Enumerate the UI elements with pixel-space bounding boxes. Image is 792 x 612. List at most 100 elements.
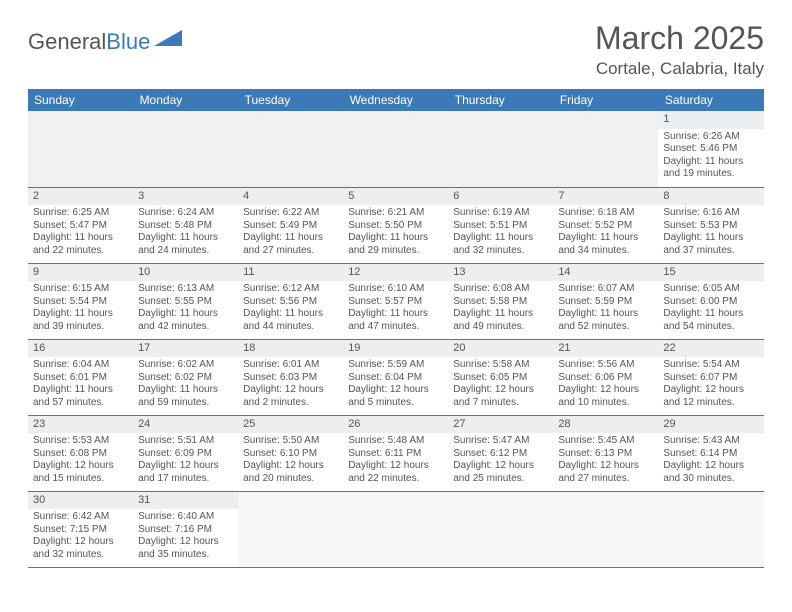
sunset-text: Sunset: 5:52 PM (558, 220, 653, 233)
day-header: Sunday (28, 89, 133, 111)
day-number: 27 (448, 416, 553, 434)
daylight-text: Daylight: 11 hours and 39 minutes. (33, 308, 128, 333)
sunrise-text: Sunrise: 6:05 AM (663, 283, 758, 296)
calendar-cell: 5Sunrise: 6:21 AMSunset: 5:50 PMDaylight… (343, 187, 448, 263)
daylight-text: Daylight: 12 hours and 27 minutes. (558, 460, 653, 485)
calendar-cell (343, 491, 448, 567)
day-header: Thursday (448, 89, 553, 111)
day-number: 11 (238, 264, 343, 282)
daylight-text: Daylight: 12 hours and 25 minutes. (453, 460, 548, 485)
sunset-text: Sunset: 5:49 PM (243, 220, 338, 233)
day-number: 5 (343, 188, 448, 206)
sunset-text: Sunset: 5:54 PM (33, 296, 128, 309)
calendar-week-row: 23Sunrise: 5:53 AMSunset: 6:08 PMDayligh… (28, 415, 764, 491)
daylight-text: Daylight: 11 hours and 22 minutes. (33, 232, 128, 257)
daylight-text: Daylight: 11 hours and 27 minutes. (243, 232, 338, 257)
calendar-cell (238, 491, 343, 567)
calendar-cell: 4Sunrise: 6:22 AMSunset: 5:49 PMDaylight… (238, 187, 343, 263)
day-number: 15 (658, 264, 763, 282)
calendar-cell: 26Sunrise: 5:48 AMSunset: 6:11 PMDayligh… (343, 415, 448, 491)
calendar-week-row: 2Sunrise: 6:25 AMSunset: 5:47 PMDaylight… (28, 187, 764, 263)
day-number: 14 (553, 264, 658, 282)
calendar-cell: 25Sunrise: 5:50 AMSunset: 6:10 PMDayligh… (238, 415, 343, 491)
sunset-text: Sunset: 6:07 PM (663, 372, 758, 385)
calendar-body: 1Sunrise: 6:26 AMSunset: 5:46 PMDaylight… (28, 111, 764, 567)
day-header: Wednesday (343, 89, 448, 111)
daylight-text: Daylight: 11 hours and 24 minutes. (138, 232, 233, 257)
day-number: 18 (238, 340, 343, 358)
sunrise-text: Sunrise: 5:50 AM (243, 435, 338, 448)
daylight-text: Daylight: 11 hours and 54 minutes. (663, 308, 758, 333)
calendar-cell (343, 111, 448, 187)
sunrise-text: Sunrise: 5:53 AM (33, 435, 128, 448)
sunset-text: Sunset: 5:57 PM (348, 296, 443, 309)
daylight-text: Daylight: 11 hours and 19 minutes. (663, 156, 758, 181)
daylight-text: Daylight: 11 hours and 34 minutes. (558, 232, 653, 257)
sunrise-text: Sunrise: 6:01 AM (243, 359, 338, 372)
sunset-text: Sunset: 6:02 PM (138, 372, 233, 385)
sunrise-text: Sunrise: 6:22 AM (243, 207, 338, 220)
daylight-text: Daylight: 11 hours and 42 minutes. (138, 308, 233, 333)
day-number: 6 (448, 188, 553, 206)
sunset-text: Sunset: 6:00 PM (663, 296, 758, 309)
calendar-cell: 18Sunrise: 6:01 AMSunset: 6:03 PMDayligh… (238, 339, 343, 415)
day-number: 3 (133, 188, 238, 206)
calendar-header-row: SundayMondayTuesdayWednesdayThursdayFrid… (28, 89, 764, 111)
calendar-cell: 31Sunrise: 6:40 AMSunset: 7:16 PMDayligh… (133, 491, 238, 567)
sunrise-text: Sunrise: 6:21 AM (348, 207, 443, 220)
calendar-cell: 1Sunrise: 6:26 AMSunset: 5:46 PMDaylight… (658, 111, 763, 187)
sunset-text: Sunset: 5:46 PM (663, 143, 758, 156)
sunrise-text: Sunrise: 6:13 AM (138, 283, 233, 296)
daylight-text: Daylight: 12 hours and 5 minutes. (348, 384, 443, 409)
sunrise-text: Sunrise: 6:08 AM (453, 283, 548, 296)
sunset-text: Sunset: 6:08 PM (33, 448, 128, 461)
sunrise-text: Sunrise: 6:07 AM (558, 283, 653, 296)
daylight-text: Daylight: 12 hours and 2 minutes. (243, 384, 338, 409)
title-block: March 2025 Cortale, Calabria, Italy (595, 20, 764, 79)
day-number: 28 (553, 416, 658, 434)
day-number: 21 (553, 340, 658, 358)
calendar-cell: 27Sunrise: 5:47 AMSunset: 6:12 PMDayligh… (448, 415, 553, 491)
day-number: 29 (658, 416, 763, 434)
daylight-text: Daylight: 12 hours and 20 minutes. (243, 460, 338, 485)
calendar-cell: 19Sunrise: 5:59 AMSunset: 6:04 PMDayligh… (343, 339, 448, 415)
calendar-cell (553, 111, 658, 187)
sunset-text: Sunset: 6:01 PM (33, 372, 128, 385)
calendar-cell: 15Sunrise: 6:05 AMSunset: 6:00 PMDayligh… (658, 263, 763, 339)
daylight-text: Daylight: 11 hours and 52 minutes. (558, 308, 653, 333)
sunset-text: Sunset: 5:51 PM (453, 220, 548, 233)
sunrise-text: Sunrise: 6:10 AM (348, 283, 443, 296)
daylight-text: Daylight: 12 hours and 22 minutes. (348, 460, 443, 485)
page-title: March 2025 (595, 20, 764, 57)
sunrise-text: Sunrise: 6:02 AM (138, 359, 233, 372)
day-number: 25 (238, 416, 343, 434)
day-number: 10 (133, 264, 238, 282)
daylight-text: Daylight: 11 hours and 57 minutes. (33, 384, 128, 409)
calendar-cell: 12Sunrise: 6:10 AMSunset: 5:57 PMDayligh… (343, 263, 448, 339)
day-number: 20 (448, 340, 553, 358)
calendar-cell: 11Sunrise: 6:12 AMSunset: 5:56 PMDayligh… (238, 263, 343, 339)
calendar-cell: 13Sunrise: 6:08 AMSunset: 5:58 PMDayligh… (448, 263, 553, 339)
logo-triangle-icon (154, 28, 182, 46)
sunrise-text: Sunrise: 6:24 AM (138, 207, 233, 220)
daylight-text: Daylight: 11 hours and 59 minutes. (138, 384, 233, 409)
daylight-text: Daylight: 11 hours and 47 minutes. (348, 308, 443, 333)
calendar-week-row: 1Sunrise: 6:26 AMSunset: 5:46 PMDaylight… (28, 111, 764, 187)
calendar-cell: 6Sunrise: 6:19 AMSunset: 5:51 PMDaylight… (448, 187, 553, 263)
calendar-cell: 14Sunrise: 6:07 AMSunset: 5:59 PMDayligh… (553, 263, 658, 339)
sunrise-text: Sunrise: 6:15 AM (33, 283, 128, 296)
daylight-text: Daylight: 11 hours and 32 minutes. (453, 232, 548, 257)
daylight-text: Daylight: 11 hours and 49 minutes. (453, 308, 548, 333)
day-number: 16 (28, 340, 133, 358)
sunrise-text: Sunrise: 6:19 AM (453, 207, 548, 220)
calendar-cell: 8Sunrise: 6:16 AMSunset: 5:53 PMDaylight… (658, 187, 763, 263)
day-number: 1 (658, 111, 763, 129)
day-number: 4 (238, 188, 343, 206)
sunset-text: Sunset: 5:59 PM (558, 296, 653, 309)
sunrise-text: Sunrise: 5:51 AM (138, 435, 233, 448)
sunset-text: Sunset: 6:12 PM (453, 448, 548, 461)
calendar-cell: 10Sunrise: 6:13 AMSunset: 5:55 PMDayligh… (133, 263, 238, 339)
calendar-week-row: 30Sunrise: 6:42 AMSunset: 7:15 PMDayligh… (28, 491, 764, 567)
sunrise-text: Sunrise: 5:43 AM (663, 435, 758, 448)
sunrise-text: Sunrise: 5:56 AM (558, 359, 653, 372)
